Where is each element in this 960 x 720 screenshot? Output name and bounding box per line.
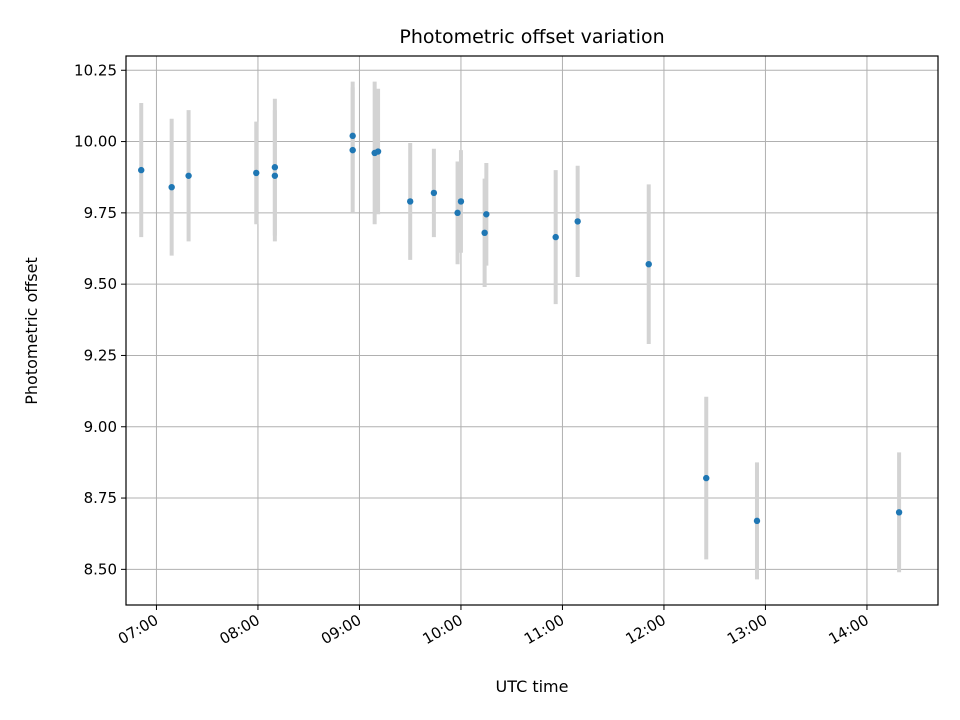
plot-area-frame [125,55,939,606]
data-point [185,172,192,179]
data-point [138,166,145,174]
data-point [430,189,438,197]
y-tick-label: 9.50 [84,275,117,293]
y-tick-label: 8.75 [84,489,117,507]
y-tick-label: 8.50 [84,560,117,578]
data-point [454,209,461,217]
y-axis-label: Photometric offset [22,257,41,405]
data-point [703,474,710,482]
x-axis-label: UTC time [496,677,569,696]
y-tick-label: 10.25 [74,61,117,79]
data-point [374,148,382,155]
data-point [481,229,488,237]
data-points [138,132,903,525]
data-point [895,509,903,516]
y-axis-ticks: 8.50 8.75 9.00 9.25 9.50 9.75 10.00 10.25 [74,61,126,578]
data-point [483,211,490,218]
data-point [753,517,761,525]
grid-lines [126,56,938,605]
y-tick-label: 9.00 [84,418,117,436]
chart-title: Photometric offset variation [399,26,664,48]
data-point [457,198,465,205]
data-point [349,132,356,140]
data-point [645,260,652,268]
data-point [271,172,279,179]
y-tick-label: 10.00 [74,133,117,151]
data-point [407,198,414,205]
data-point [271,164,279,171]
data-point [574,218,581,225]
y-tick-label: 9.75 [84,204,117,222]
data-point [168,183,175,191]
y-tick-label: 9.25 [84,346,117,364]
data-point [253,169,260,177]
data-point [349,146,356,154]
data-point [552,233,559,241]
